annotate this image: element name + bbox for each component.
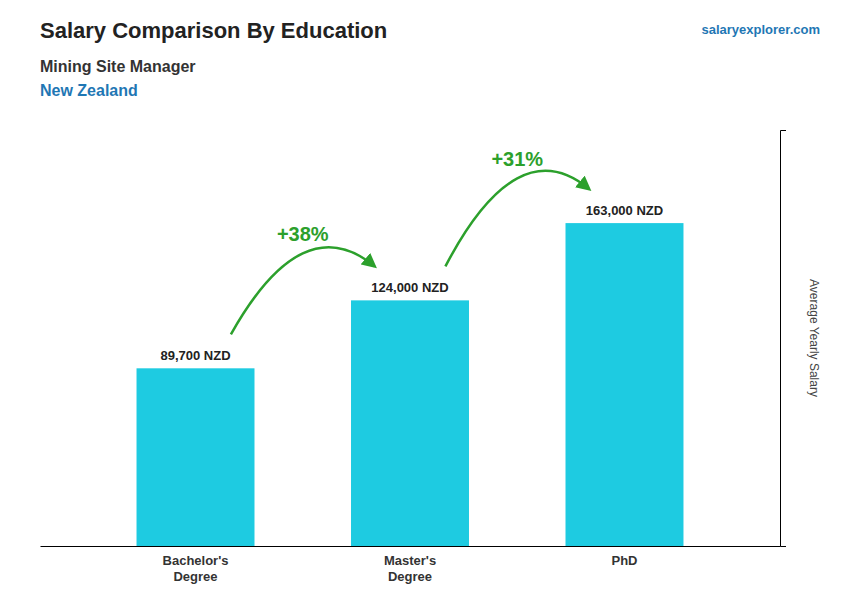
bars — [137, 223, 684, 546]
x-tick-label-line: Degree — [388, 569, 432, 584]
bar — [351, 300, 469, 546]
x-tick-label: Bachelor'sDegree — [163, 553, 229, 584]
bar — [566, 223, 684, 546]
x-axis-line — [41, 546, 781, 547]
x-tick-label: Master'sDegree — [384, 553, 436, 584]
change-arrow — [445, 171, 589, 267]
chart: Salary Comparison By Education Mining Sit… — [0, 0, 850, 606]
plot: Bachelor'sDegreeMaster'sDegreePhD89,700 … — [41, 131, 787, 584]
data-label: 89,700 NZD — [160, 348, 230, 363]
x-tick-label-line: PhD — [611, 553, 637, 568]
data-label: 163,000 NZD — [586, 203, 663, 218]
x-tick: Bachelor'sDegree — [163, 546, 229, 584]
x-tick-label-line: Degree — [173, 569, 217, 584]
title: Salary Comparison By Education — [40, 18, 387, 43]
change-arrow — [231, 247, 375, 334]
y-axis — [781, 131, 787, 547]
data-labels: 89,700 NZD 124,000 NZD 163,000 NZD — [160, 203, 663, 363]
annotations: +38% +31% — [231, 148, 589, 334]
bar — [137, 368, 255, 546]
x-tick-label-line: Master's — [384, 553, 436, 568]
x-tick: Master'sDegree — [384, 546, 436, 584]
source: salaryexplorer.com — [701, 22, 820, 37]
y-axis-line — [781, 131, 787, 547]
y-axis-title: Average Yearly Salary — [807, 279, 821, 397]
change-label: +31% — [491, 148, 543, 170]
x-tick: PhD — [611, 546, 637, 568]
x-tick-label: PhD — [611, 553, 637, 568]
x-tick-label-line: Bachelor's — [163, 553, 229, 568]
subtitle: New Zealand — [40, 82, 138, 99]
x-axis: Bachelor'sDegreeMaster'sDegreePhD — [41, 546, 781, 584]
change-label: +38% — [277, 223, 329, 245]
data-label: 124,000 NZD — [371, 280, 448, 295]
subtitle: Mining Site Manager — [40, 58, 196, 75]
